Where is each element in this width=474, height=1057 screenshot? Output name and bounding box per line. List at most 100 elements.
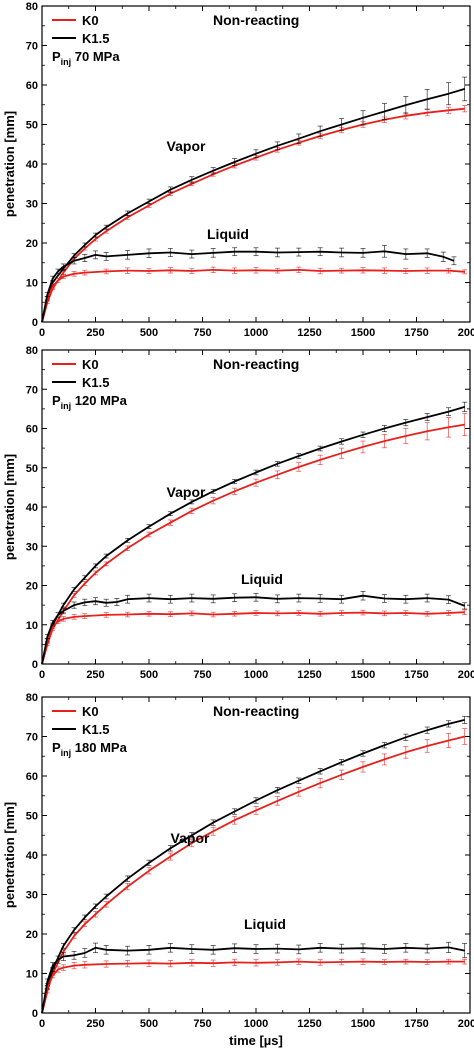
pinj-sub: inj (61, 57, 72, 67)
x-tick-label: 1500 (351, 327, 375, 339)
y-tick-label: 0 (32, 317, 38, 329)
x-tick-label: 1750 (404, 1018, 428, 1030)
x-tick-label: 750 (193, 1018, 211, 1030)
x-tick-label: 1500 (351, 1018, 375, 1030)
legend-label: K0 (82, 13, 99, 28)
pinj-main: P (52, 740, 61, 755)
x-tick-label: 1250 (297, 327, 321, 339)
series-line (41, 735, 465, 1014)
series-K0-liquid (41, 609, 468, 665)
series-K1.5-liquid (41, 590, 468, 665)
x-tick-label: 1750 (404, 327, 428, 339)
series-line (41, 88, 465, 323)
pinj-value: 70 MPa (71, 49, 120, 64)
y-tick-label: 60 (26, 424, 38, 436)
panel-title: Non-reacting (213, 356, 299, 372)
pinj-value: 120 MPa (71, 393, 127, 408)
legend-label: K1.5 (82, 375, 109, 390)
vapor-label: Vapor (167, 484, 206, 500)
y-tick-label: 20 (26, 929, 38, 941)
x-tick-label: 1750 (404, 669, 428, 681)
x-tick-label: 0 (39, 669, 45, 681)
series-K0-vapor (41, 413, 468, 665)
y-tick-label: 50 (26, 463, 38, 475)
y-tick-label: 40 (26, 850, 38, 862)
pinj-main: P (52, 49, 61, 64)
series-line (41, 719, 465, 1014)
vapor-label: Vapor (167, 138, 206, 154)
x-tick-label: 1000 (244, 669, 268, 681)
liquid-label: Liquid (241, 571, 283, 587)
panel-title: Non-reacting (213, 703, 299, 719)
chart-panel-3: 0 10 20 30 40 50 60 70 80 0 250 500 750 1000 1250 1500 1… (2, 692, 474, 1048)
series-K0-liquid (41, 266, 468, 323)
x-tick-label: 250 (86, 327, 104, 339)
x-tick-label: 1000 (244, 327, 268, 339)
series-K0-liquid (41, 958, 468, 1014)
y-tick-label: 80 (26, 345, 38, 357)
x-axis-label: time [µs] (229, 1033, 283, 1048)
y-tick-label: 70 (26, 732, 38, 744)
x-tick-label: 750 (193, 327, 211, 339)
series-K0-vapor (41, 728, 468, 1014)
x-tick-label: 1250 (297, 1018, 321, 1030)
series-line (41, 960, 465, 1014)
x-tick-label: 1500 (351, 669, 375, 681)
pinj-sub: inj (61, 748, 72, 758)
x-tick-label: 2000 (458, 1018, 474, 1030)
y-tick-label: 40 (26, 159, 38, 171)
x-tick-label: 2000 (458, 327, 474, 339)
y-tick-label: 20 (26, 581, 38, 593)
legend-label: K0 (82, 704, 99, 719)
y-tick-label: 30 (26, 541, 38, 553)
legend-label: K1.5 (82, 31, 109, 46)
liquid-label: Liquid (207, 226, 249, 242)
x-tick-label: 1250 (297, 669, 321, 681)
y-tick-label: 0 (32, 659, 38, 671)
y-tick-label: 40 (26, 502, 38, 514)
pinj-label: Pinj 180 MPa (52, 740, 128, 758)
liquid-label: Liquid (244, 916, 286, 932)
y-tick-label: 70 (26, 384, 38, 396)
series-line (41, 250, 455, 323)
pinj-label: Pinj 70 MPa (52, 49, 120, 67)
y-tick-label: 10 (26, 969, 38, 981)
series-line (41, 946, 465, 1014)
series-K1.5-liquid (41, 244, 457, 323)
legend-label: K0 (82, 357, 99, 372)
y-tick-label: 70 (26, 41, 38, 53)
x-tick-label: 500 (140, 1018, 158, 1030)
x-tick-label: 1000 (244, 1018, 268, 1030)
y-tick-label: 60 (26, 771, 38, 783)
series-line (41, 594, 466, 665)
series-K0-vapor (41, 105, 468, 323)
y-tick-label: 20 (26, 238, 38, 250)
y-tick-label: 50 (26, 811, 38, 823)
chart-panel-2: 0 10 20 30 40 50 60 70 80 0 250 500 750 1000 1250 1500 1… (2, 345, 474, 681)
pinj-value: 180 MPa (71, 740, 127, 755)
y-tick-label: 10 (26, 278, 38, 290)
x-tick-label: 750 (193, 669, 211, 681)
y-tick-label: 80 (26, 692, 38, 704)
x-tick-label: 2000 (458, 669, 474, 681)
x-tick-label: 0 (39, 327, 45, 339)
y-tick-label: 0 (32, 1008, 38, 1020)
y-axis-label: penetration [mm] (2, 454, 17, 560)
x-tick-label: 500 (140, 669, 158, 681)
x-tick-label: 250 (86, 1018, 104, 1030)
series-K1.5-vapor (41, 76, 468, 323)
y-tick-label: 10 (26, 620, 38, 632)
y-tick-label: 80 (26, 1, 38, 13)
vapor-label: Vapor (171, 830, 210, 846)
pinj-sub: inj (61, 401, 72, 411)
series-line (41, 611, 465, 665)
chart-panel-1: 0 10 20 30 40 50 60 70 80 0 250 500 750 1000 1250 1500 1… (2, 1, 474, 339)
x-tick-label: 250 (86, 669, 104, 681)
series-K1.5-liquid (41, 941, 468, 1014)
y-axis-label: penetration [mm] (2, 802, 17, 908)
legend-label: K1.5 (82, 722, 109, 737)
y-tick-label: 30 (26, 199, 38, 211)
x-tick-label: 500 (140, 327, 158, 339)
y-tick-label: 60 (26, 80, 38, 92)
